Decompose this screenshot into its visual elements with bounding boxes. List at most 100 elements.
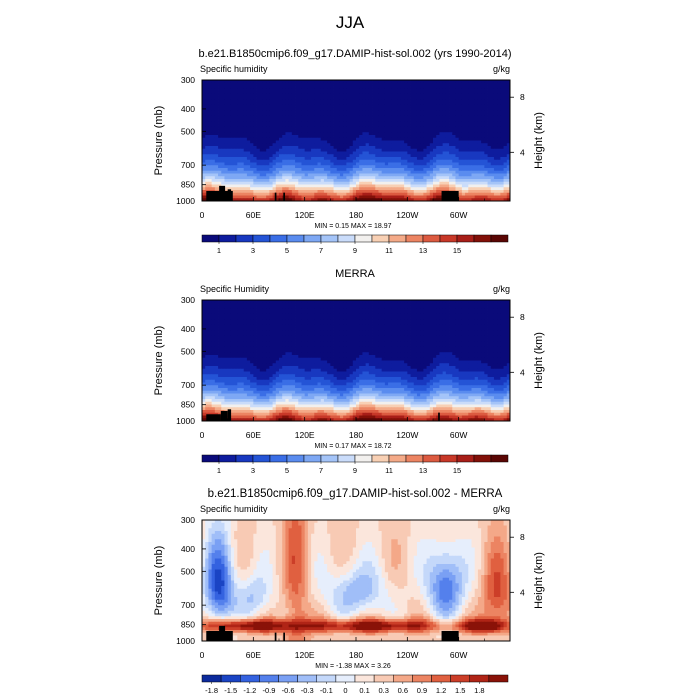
field-cell <box>497 137 501 141</box>
field-cell <box>211 302 216 306</box>
field-cell <box>202 316 206 320</box>
field-cell <box>452 308 456 312</box>
field-cell <box>304 157 309 161</box>
field-cell <box>243 143 248 147</box>
field-cell <box>481 173 485 177</box>
field-cell <box>208 82 213 86</box>
field-cell <box>497 179 501 183</box>
field-cell <box>497 190 501 194</box>
field-cell <box>208 148 213 152</box>
field-cell <box>493 110 498 114</box>
field-cell <box>311 154 315 158</box>
field-cell <box>301 179 306 183</box>
field-cell <box>426 195 431 199</box>
field-cell <box>493 187 498 191</box>
field-cell <box>240 176 245 180</box>
field-cell <box>481 300 485 304</box>
field-cell <box>243 181 248 185</box>
field-cell <box>468 148 472 152</box>
field-cell <box>503 190 508 194</box>
field-cell <box>218 135 222 139</box>
field-cell <box>208 311 213 315</box>
field-cell <box>343 80 347 84</box>
field-cell <box>500 104 504 108</box>
field-cell <box>481 316 485 320</box>
field-cell <box>279 140 283 144</box>
field-cell <box>279 302 283 306</box>
field-cell <box>442 176 447 180</box>
field-cell <box>307 165 312 169</box>
field-cell <box>436 159 440 163</box>
field-cell <box>423 170 427 174</box>
field-cell <box>404 192 408 196</box>
field-cell <box>506 316 511 320</box>
field-cell <box>413 107 418 111</box>
field-cell <box>282 113 286 117</box>
field-cell <box>262 99 267 103</box>
field-cell <box>279 148 283 152</box>
field-cell <box>378 192 383 196</box>
field-cell <box>468 121 472 125</box>
field-cell <box>381 113 386 117</box>
field-cell <box>311 179 315 183</box>
field-cell <box>365 179 370 183</box>
field-cell <box>433 195 437 199</box>
field-cell <box>227 179 232 183</box>
field-cell <box>378 173 383 177</box>
field-cell <box>388 85 392 89</box>
field-cell <box>378 184 383 188</box>
field-cell <box>442 179 447 183</box>
field-cell <box>246 316 251 320</box>
field-cell <box>298 115 302 119</box>
field-cell <box>439 104 444 108</box>
field-cell <box>426 107 431 111</box>
field-cell <box>384 300 389 304</box>
field-cell <box>317 91 322 95</box>
field-cell <box>503 82 508 86</box>
field-cell <box>416 159 421 163</box>
field-cell <box>378 102 383 106</box>
field-cell <box>211 162 216 166</box>
field-cell <box>333 170 338 174</box>
field-cell <box>487 132 492 136</box>
field-cell <box>372 192 376 196</box>
field-cell <box>413 110 418 114</box>
field-cell <box>250 173 254 177</box>
field-cell <box>384 302 389 306</box>
field-cell <box>368 157 373 161</box>
field-cell <box>285 126 290 130</box>
field-cell <box>439 85 444 89</box>
field-cell <box>237 143 241 147</box>
field-cell <box>205 300 209 304</box>
field-cell <box>202 93 206 97</box>
field-cell <box>259 102 264 106</box>
field-cell <box>356 192 360 196</box>
field-cell <box>388 300 392 304</box>
field-cell <box>343 146 347 150</box>
field-cell <box>320 102 325 106</box>
field-cell <box>343 179 347 183</box>
field-cell <box>429 96 434 100</box>
field-cell <box>259 132 264 136</box>
field-cell <box>439 93 444 97</box>
field-cell <box>307 190 312 194</box>
field-cell <box>211 187 216 191</box>
field-cell <box>388 129 392 133</box>
field-cell <box>391 140 395 144</box>
field-cell <box>314 102 318 106</box>
field-cell <box>500 311 504 315</box>
field-cell <box>461 181 466 185</box>
field-cell <box>246 159 251 163</box>
field-cell <box>202 115 206 119</box>
field-cell <box>484 113 488 117</box>
field-cell <box>205 165 209 169</box>
field-cell <box>423 140 427 144</box>
field-cell <box>343 132 347 136</box>
field-cell <box>477 181 482 185</box>
field-cell <box>394 176 399 180</box>
field-cell <box>497 146 501 150</box>
field-cell <box>368 313 373 317</box>
field-cell <box>465 110 469 114</box>
field-cell <box>275 146 280 150</box>
field-cell <box>487 148 492 152</box>
